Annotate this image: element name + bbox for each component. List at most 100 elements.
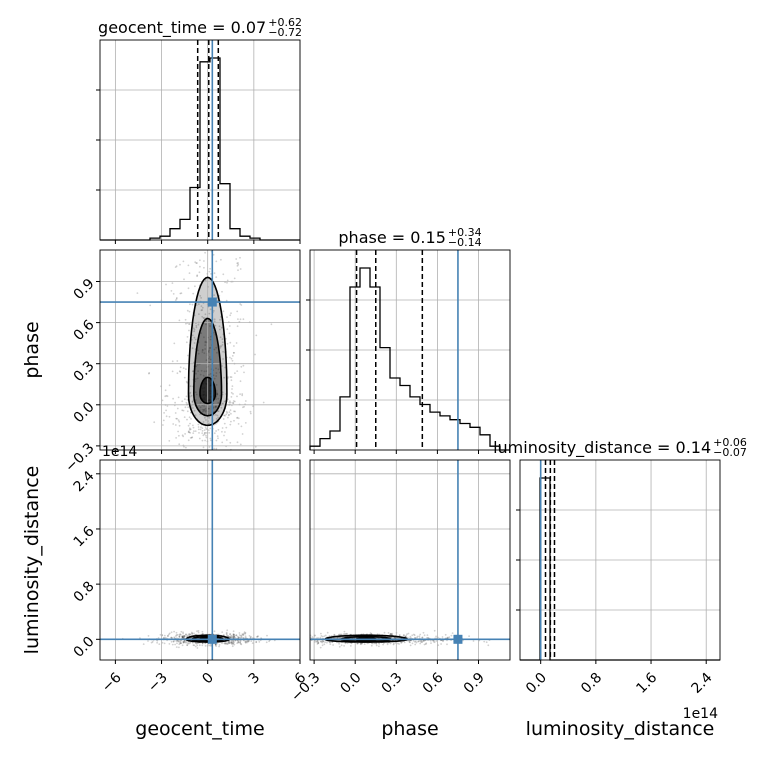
sample-point (243, 632, 245, 635)
sample-point (187, 406, 190, 409)
sample-point (405, 634, 407, 637)
sample-point (208, 432, 211, 434)
sample-point (233, 635, 236, 638)
sample-point (311, 636, 314, 638)
sample-point (378, 642, 381, 645)
sample-point (209, 643, 212, 646)
sample-point (208, 373, 210, 376)
sample-point (246, 641, 249, 644)
sample-point (225, 631, 228, 634)
sample-point (203, 260, 205, 262)
sample-point (182, 260, 185, 263)
sample-point (332, 644, 334, 646)
sample-point (235, 258, 238, 260)
sample-point (181, 635, 183, 638)
sample-point (223, 414, 226, 417)
sample-point (204, 410, 207, 413)
sample-point (174, 266, 177, 268)
sample-point (199, 295, 202, 297)
sample-point (203, 405, 206, 407)
sample-point (321, 635, 324, 638)
sample-point (414, 637, 416, 639)
sample-point (192, 426, 195, 429)
sample-point (167, 635, 169, 638)
sample-point (168, 632, 171, 635)
sample-point (346, 642, 349, 645)
sample-point (195, 378, 197, 380)
sample-point (239, 642, 242, 644)
panel-title-geocent_time: geocent_time = 0.07 +0.62−0.72 (98, 16, 302, 39)
sample-point (176, 642, 178, 645)
sample-point (205, 434, 207, 437)
sample-point (197, 426, 200, 428)
sample-point (429, 639, 432, 642)
sample-point (209, 358, 212, 361)
sample-point (231, 636, 233, 639)
sample-point (242, 364, 245, 367)
sample-point (215, 372, 218, 374)
x-axis-label-phase: phase (381, 718, 438, 740)
sample-point (147, 640, 149, 642)
sample-point (162, 424, 164, 426)
sample-point (228, 640, 231, 643)
sample-point (175, 635, 177, 637)
sample-point (200, 309, 203, 312)
y-tick-label: 1.6 (71, 523, 98, 550)
sample-point (164, 389, 167, 392)
sample-point (178, 635, 181, 637)
sample-point (448, 636, 451, 639)
sample-point (219, 318, 221, 321)
sample-point (194, 261, 197, 263)
sample-point (186, 642, 189, 645)
sample-point (195, 262, 198, 264)
sample-point (215, 430, 218, 432)
sample-point (178, 443, 181, 446)
sample-point (181, 636, 184, 638)
sample-point (425, 642, 428, 645)
sample-point (196, 644, 199, 647)
sample-point (315, 640, 318, 643)
sample-point (203, 409, 206, 411)
sample-point (413, 640, 416, 643)
sample-point (232, 351, 235, 354)
sample-point (234, 410, 237, 413)
sample-point (231, 645, 234, 648)
sample-point (255, 641, 258, 643)
sample-point (188, 323, 190, 325)
sample-point (177, 640, 179, 642)
sample-point (191, 436, 194, 439)
sample-point (175, 417, 178, 420)
sample-point (204, 416, 206, 419)
sample-point (233, 277, 236, 280)
sample-point (234, 636, 237, 639)
sample-point (229, 341, 232, 344)
sample-point (336, 637, 339, 639)
sample-point (175, 437, 178, 439)
sample-point (209, 373, 212, 375)
sample-point (208, 389, 211, 392)
sample-point (239, 303, 242, 305)
sample-point (217, 397, 220, 400)
x-tick-label: 0.0 (338, 670, 365, 697)
sample-point (201, 432, 204, 434)
sample-point (231, 640, 233, 642)
sample-point (198, 437, 201, 440)
sample-point (338, 633, 341, 636)
sample-point (185, 633, 187, 636)
sample-point (161, 399, 164, 402)
title-minus: −0.72 (268, 26, 302, 39)
sample-point (344, 642, 347, 645)
sample-point (242, 633, 244, 636)
sample-point (221, 341, 224, 344)
sample-point (201, 306, 204, 309)
sample-point (472, 640, 475, 642)
sample-point (233, 633, 235, 636)
sample-point (228, 411, 231, 413)
sample-point (194, 642, 197, 645)
sample-point (207, 380, 210, 383)
sample-point (188, 428, 191, 431)
sample-point (326, 631, 329, 634)
sample-point (215, 405, 218, 408)
sample-point (254, 353, 256, 356)
sample-point (229, 633, 231, 635)
